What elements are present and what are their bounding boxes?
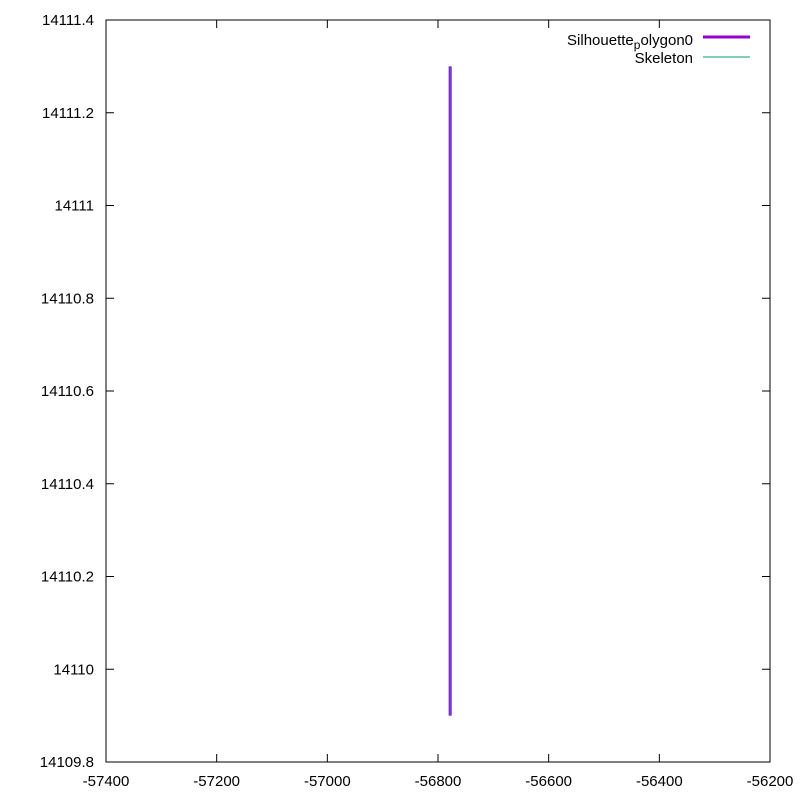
- y-tick-label: 14110.2: [41, 569, 94, 586]
- x-tick-label: -56600: [525, 773, 572, 790]
- x-tick-label: -57200: [193, 773, 240, 790]
- x-tick-label: -57000: [304, 773, 351, 790]
- x-tick-label: -56400: [636, 773, 683, 790]
- plot-border: [105, 19, 771, 763]
- x-tick-label: -57400: [83, 773, 130, 790]
- legend-label-skeleton: Skeleton: [635, 50, 693, 67]
- x-tick-label: -56200: [747, 773, 794, 790]
- legend: Silhouettepolygon0 Skeleton: [567, 32, 750, 67]
- y-tick-label: 14111.2: [42, 105, 94, 122]
- y-axis-ticks: 14109.8 14110 14110.2 14110.4 14110.6 14110.8…: [40, 12, 770, 771]
- x-axis-ticks: -57400 -57200 -57000 -56800 -56600 -56400 -562…: [83, 20, 794, 790]
- y-tick-label: 14110: [53, 661, 94, 678]
- y-tick-label: 14110.8: [41, 290, 94, 307]
- y-tick-label: 14110.4: [41, 476, 94, 493]
- legend-label-silhouette: Silhouettepolygon0: [567, 32, 693, 52]
- y-tick-label: 14111.4: [42, 12, 94, 29]
- x-tick-label: -56800: [415, 773, 462, 790]
- y-tick-label: 14111: [55, 198, 95, 215]
- y-tick-label: 14109.8: [40, 754, 94, 771]
- y-tick-label: 14110.6: [41, 383, 94, 400]
